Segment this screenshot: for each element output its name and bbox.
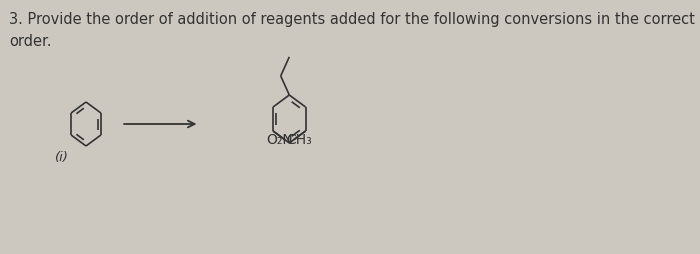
Text: O₂N: O₂N <box>266 133 293 147</box>
Text: CH₃: CH₃ <box>286 133 312 147</box>
Text: (i): (i) <box>55 151 69 164</box>
Text: order.: order. <box>9 34 52 49</box>
Text: 3. Provide the order of addition of reagents added for the following conversions: 3. Provide the order of addition of reag… <box>9 12 695 27</box>
